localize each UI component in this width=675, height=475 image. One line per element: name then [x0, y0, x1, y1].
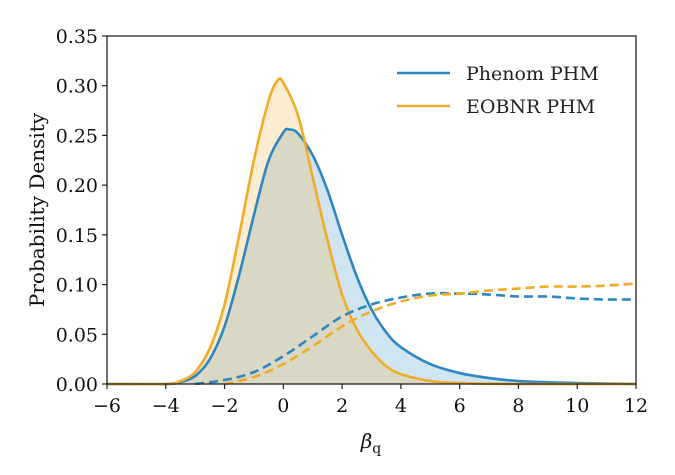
y-tick-label: 0.10: [56, 275, 98, 297]
y-tick-label: 0.25: [56, 125, 98, 147]
legend-label-phenom: Phenom PHM: [466, 63, 599, 85]
y-tick-label: 0.20: [56, 175, 98, 197]
x-tick-label: −2: [211, 395, 239, 417]
phenom-phm-line: [106, 127, 637, 386]
x-tick-label: −6: [93, 395, 121, 417]
density-fills: [107, 78, 636, 385]
eobnr-phm-fill: [107, 78, 636, 385]
x-tick-label: 8: [512, 395, 524, 417]
phenom-phm-fill: [107, 128, 636, 385]
y-tick-label: 0.05: [56, 324, 98, 346]
x-tick-label: 12: [624, 395, 648, 417]
eobnr-phm-line: [106, 77, 637, 386]
x-axis: −6 −4 −2 0 2 4 6 8 10 12: [93, 384, 648, 417]
phenom-phm-dashed-line: [194, 291, 637, 386]
legend: Phenom PHM EOBNR PHM: [397, 63, 599, 118]
x-tick-label: 2: [336, 395, 348, 417]
x-axis-label: βq: [360, 429, 382, 457]
x-tick-label: 10: [565, 395, 589, 417]
x-tick-label: 4: [395, 395, 407, 417]
plot-frame: [106, 35, 637, 385]
y-axis: 0.00 0.05 0.10 0.15 0.20 0.25 0.30 0.35: [56, 26, 107, 396]
legend-label-eobnr: EOBNR PHM: [466, 96, 595, 118]
x-tick-label: 0: [277, 395, 289, 417]
y-tick-label: 0.30: [56, 76, 98, 98]
y-tick-label: 0.15: [56, 225, 98, 247]
y-axis-label: Probability Density: [25, 112, 49, 307]
x-tick-label: −4: [152, 395, 180, 417]
density-lines: [106, 77, 637, 386]
y-tick-label: 0.35: [56, 26, 98, 48]
x-tick-label: 6: [454, 395, 466, 417]
y-tick-label: 0.00: [56, 374, 98, 396]
eobnr-phm-dashed-line: [224, 282, 637, 386]
